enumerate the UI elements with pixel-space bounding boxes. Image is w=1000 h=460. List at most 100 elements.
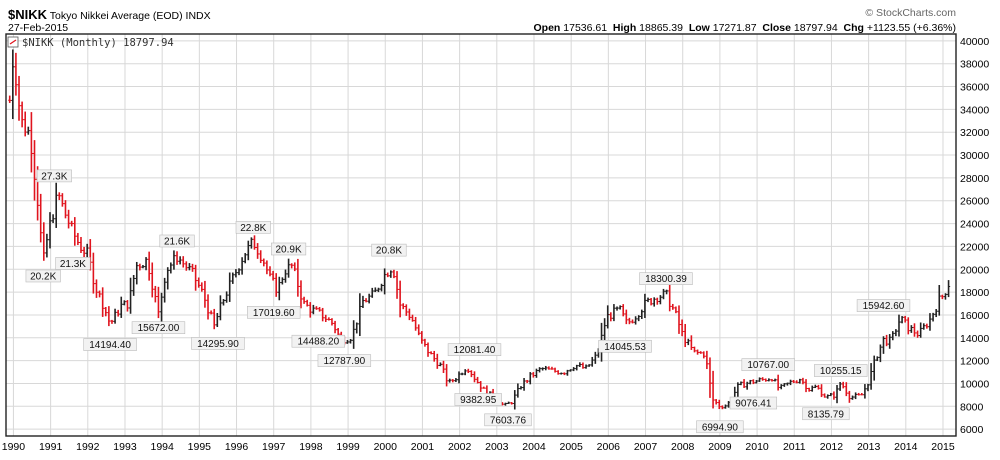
annotation-label: 10255.15 <box>820 366 862 377</box>
annotation-label: 14488.20 <box>297 337 339 348</box>
annotation-label: 20.9K <box>276 244 302 255</box>
annotation-box <box>741 358 795 372</box>
annotation-box <box>856 299 911 312</box>
y-tick-label: 28000 <box>960 173 989 185</box>
change-label: Chg <box>843 22 864 34</box>
legend-swatch-line <box>9 39 17 45</box>
annotation-label: 17019.60 <box>253 308 295 319</box>
legend-label: $NIKK (Monthly) 18797.94 <box>22 37 174 49</box>
annotation-box <box>131 321 186 334</box>
y-tick-label: 24000 <box>960 219 989 231</box>
close-label: Close <box>762 22 791 34</box>
x-tick-label: 1991 <box>39 441 63 453</box>
ticker-symbol: $NIKK <box>8 7 48 22</box>
annotation-label: 9076.41 <box>735 399 772 410</box>
annotation-label: 18300.39 <box>645 274 687 285</box>
x-tick-label: 1999 <box>336 441 360 453</box>
annotation-box <box>291 334 346 348</box>
x-tick-label: 2000 <box>374 441 398 453</box>
x-tick-label: 1997 <box>262 441 286 453</box>
x-tick-label: 2009 <box>708 441 732 453</box>
x-tick-label: 1998 <box>299 441 323 453</box>
x-tick-label: 2011 <box>783 441 806 453</box>
x-tick-label: 1993 <box>113 441 137 453</box>
high-value: 18865.39 <box>639 22 683 34</box>
open-value: 17536.61 <box>563 22 608 34</box>
annotation-box <box>191 337 245 350</box>
x-tick-label: 2003 <box>485 441 509 453</box>
annotation-label: 22.8K <box>240 223 266 234</box>
y-tick-label: 18000 <box>960 287 989 299</box>
annotation-label: 10767.00 <box>747 360 789 371</box>
x-tick-label: 2002 <box>448 441 472 453</box>
y-tick-label: 16000 <box>960 310 989 322</box>
x-tick-label: 1992 <box>76 441 100 453</box>
y-tick-label: 30000 <box>960 150 989 162</box>
x-tick-label: 2013 <box>857 441 881 453</box>
y-tick-label: 6000 <box>960 424 984 436</box>
date-label: 27-Feb-2015 <box>8 22 69 34</box>
instrument-name: Tokyo Nikkei Average (EOD) <box>49 10 183 22</box>
annotation-label: 15942.60 <box>863 301 905 312</box>
annotation-label: 15672.00 <box>138 323 180 334</box>
x-tick-label: 2007 <box>634 441 658 453</box>
annotation-label: 12081.40 <box>454 345 496 356</box>
x-tick-label: 2015 <box>931 441 955 453</box>
annotation-label: 9382.95 <box>460 395 497 406</box>
x-tick-label: 1994 <box>150 441 174 453</box>
x-tick-label: 2010 <box>745 441 769 453</box>
annotation-label: 21.6K <box>164 236 190 247</box>
annotation-box <box>25 269 61 283</box>
annotation-box <box>317 354 372 367</box>
open-label: Open <box>533 22 561 34</box>
annotation-label: 27.3K <box>41 171 67 182</box>
annotation-box <box>159 234 195 248</box>
x-tick-label: 2012 <box>820 441 844 453</box>
annotation-label: 20.8K <box>376 246 402 257</box>
annotation-box <box>454 393 502 406</box>
watermark: © StockCharts.com <box>865 7 956 19</box>
x-tick-label: 2005 <box>559 441 583 453</box>
annotation-label: 20.2K <box>30 271 56 282</box>
annotation-box <box>696 420 744 434</box>
annotation-box <box>802 407 850 421</box>
y-tick-label: 8000 <box>960 401 984 413</box>
y-tick-label: 20000 <box>960 264 989 276</box>
exchange-label: INDX <box>185 10 211 22</box>
annotation-box <box>83 338 137 351</box>
y-tick-label: 26000 <box>960 196 989 208</box>
y-tick-label: 38000 <box>960 59 989 71</box>
x-tick-label: 2004 <box>522 441 546 453</box>
annotation-label: 6994.90 <box>702 422 739 433</box>
annotation-box <box>271 242 307 256</box>
low-label: Low <box>688 22 710 34</box>
y-tick-label: 12000 <box>960 356 989 368</box>
plot-border <box>5 33 957 437</box>
annotation-label: 14045.53 <box>604 342 646 353</box>
x-tick-label: 2001 <box>411 441 435 453</box>
high-label: High <box>612 22 637 34</box>
annotation-box <box>36 169 72 183</box>
close-value: 18797.94 <box>793 22 838 34</box>
annotation-label: 21.3K <box>60 259 86 270</box>
x-tick-label: 2008 <box>671 441 695 453</box>
x-tick-label: 1995 <box>188 441 212 453</box>
annotation-box <box>247 305 301 319</box>
y-tick-label: 32000 <box>960 127 989 139</box>
low-value: 17271.87 <box>712 22 757 34</box>
x-tick-label: 2006 <box>597 441 621 453</box>
change-value: +1123.55 (+6.36%) <box>866 22 956 34</box>
annotation-box <box>639 272 693 285</box>
x-tick-label: 1996 <box>225 441 249 453</box>
y-tick-label: 40000 <box>960 36 989 48</box>
y-tick-label: 10000 <box>960 378 989 390</box>
title-row: $NIKK Tokyo Nikkei Average (EOD) INDX <box>8 7 211 22</box>
annotation-label: 14194.40 <box>89 340 131 351</box>
x-tick-label: 1990 <box>2 441 26 453</box>
annotation-box <box>447 343 502 356</box>
x-tick-label: 2014 <box>894 441 918 453</box>
annotation-box <box>598 339 652 353</box>
ohlc-row: Open 17536.61 High 18865.39 Low 17271.87… <box>534 22 956 34</box>
